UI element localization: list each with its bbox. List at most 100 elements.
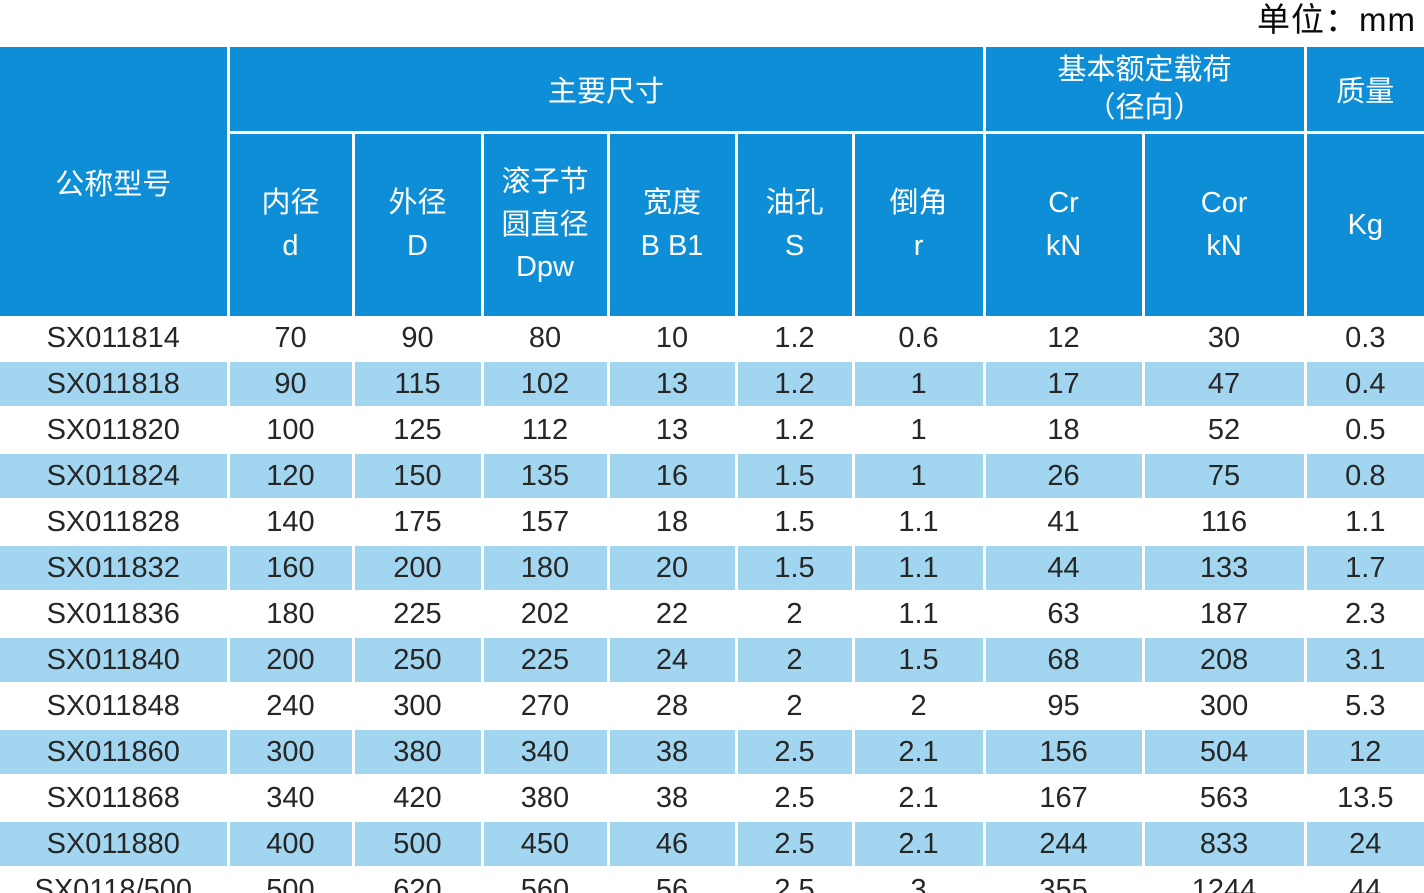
column-header-kg: Kg	[1305, 132, 1424, 316]
table-cell: 504	[1143, 728, 1307, 776]
table-cell: 1.5	[736, 499, 855, 545]
model-cell: SX011824	[0, 452, 230, 500]
table-cell: 125	[353, 407, 484, 453]
column-header-cor: Cor kN	[1143, 132, 1307, 316]
table-cell: 2.5	[736, 867, 855, 893]
model-cell: SX011832	[0, 544, 230, 592]
header-line: Cor	[1200, 187, 1248, 220]
table-cell: 24	[608, 636, 738, 684]
table-row: SX011880 400 500 450 46 2.5 2.1 244 833 …	[0, 820, 1424, 868]
spec-table: 公称型号 主要尺寸 基本额定载荷 （径向） 质量 内径 d 外径 D 滚子	[0, 47, 1424, 893]
model-cell: SX011818	[0, 360, 230, 408]
table-cell: 225	[482, 636, 610, 684]
table-cell: 18	[984, 407, 1145, 453]
model-cell: SX011880	[0, 820, 230, 868]
table-cell: 18	[608, 499, 738, 545]
table-cell: 0.3	[1305, 316, 1424, 361]
table-cell: 1.2	[736, 407, 855, 453]
table-cell: 0.4	[1305, 360, 1424, 408]
table-cell: 90	[353, 316, 484, 361]
column-header-inner-diameter: 内径 d	[228, 132, 355, 316]
table-cell: 167	[984, 775, 1145, 821]
table-row: SX011824 120 150 135 16 1.5 1 26 75 0.8	[0, 452, 1424, 500]
table-cell: 240	[228, 683, 355, 729]
table-cell: 157	[482, 499, 610, 545]
table-cell: 1.1	[853, 544, 986, 592]
load-group-line2: （径向）	[1086, 92, 1203, 124]
table-cell: 2.1	[853, 775, 986, 821]
table-cell: 1.5	[736, 452, 855, 500]
table-cell: 2.5	[736, 775, 855, 821]
table-cell: 300	[228, 728, 355, 776]
table-cell: 26	[984, 452, 1145, 500]
table-cell: 3.1	[1305, 636, 1424, 684]
table-cell: 2.1	[853, 820, 986, 868]
table-cell: 75	[1143, 452, 1307, 500]
table-cell: 202	[482, 591, 610, 637]
table-cell: 12	[984, 316, 1145, 361]
table-cell: 1.7	[1305, 544, 1424, 592]
model-cell: SX011814	[0, 316, 230, 361]
table-cell: 0.5	[1305, 407, 1424, 453]
header-line: r	[913, 230, 924, 262]
table-cell: 563	[1143, 775, 1307, 821]
table-cell: 340	[228, 775, 355, 821]
table-cell: 500	[353, 820, 484, 868]
table-cell: 133	[1143, 544, 1307, 592]
table-cell: 1.2	[736, 316, 855, 361]
table-cell: 116	[1143, 499, 1307, 545]
table-cell: 244	[984, 820, 1145, 868]
table-cell: 0.8	[1305, 452, 1424, 500]
table-cell: 2	[853, 683, 986, 729]
table-cell: 3	[853, 867, 986, 893]
header-line: Cr	[1048, 187, 1079, 220]
table-cell: 1244	[1143, 867, 1307, 893]
table-cell: 135	[482, 452, 610, 500]
table-cell: 1	[853, 407, 986, 453]
table-cell: 52	[1143, 407, 1307, 453]
table-cell: 140	[228, 499, 355, 545]
table-cell: 41	[984, 499, 1145, 545]
header-line: B B1	[640, 230, 704, 262]
header-line: 内径	[261, 187, 320, 220]
table-cell: 17	[984, 360, 1145, 408]
table-cell: 1.5	[853, 636, 986, 684]
table-cell: 2	[736, 591, 855, 637]
column-group-basic-rated-load: 基本额定载荷 （径向）	[984, 47, 1307, 134]
table-cell: 2	[736, 683, 855, 729]
column-header-roller-pitch-diameter: 滚子节 圆直径 Dpw	[482, 132, 610, 316]
table-cell: 1	[853, 452, 986, 500]
table-cell: 560	[482, 867, 610, 893]
column-header-oil-hole: 油孔 S	[736, 132, 855, 316]
model-cell: SX011820	[0, 407, 230, 453]
table-cell: 420	[353, 775, 484, 821]
table-cell: 30	[1143, 316, 1307, 361]
load-group-line1: 基本额定载荷	[1057, 53, 1232, 86]
table-cell: 200	[353, 544, 484, 592]
header-line: kN	[1206, 230, 1242, 262]
table-cell: 1.1	[1305, 499, 1424, 545]
table-cell: 13.5	[1305, 775, 1424, 821]
table-cell: 180	[228, 591, 355, 637]
table-cell: 120	[228, 452, 355, 500]
table-cell: 2.5	[736, 820, 855, 868]
table-cell: 300	[1143, 683, 1307, 729]
table-cell: 1.1	[853, 591, 986, 637]
table-cell: 400	[228, 820, 355, 868]
table-row: SX011820 100 125 112 13 1.2 1 18 52 0.5	[0, 407, 1424, 453]
header-group-row: 公称型号 主要尺寸 基本额定载荷 （径向） 质量	[0, 47, 1424, 316]
model-cell: SX011868	[0, 775, 230, 821]
header-line: 宽度	[642, 187, 701, 220]
table-cell: 47	[1143, 360, 1307, 408]
table-row: SX011814 70 90 80 10 1.2 0.6 12 30 0.3	[0, 316, 1424, 361]
table-row: SX011836 180 225 202 22 2 1.1 63 187 2.3	[0, 591, 1424, 637]
table-cell: 115	[353, 360, 484, 408]
table-cell: 300	[353, 683, 484, 729]
table-cell: 340	[482, 728, 610, 776]
table-cell: 156	[984, 728, 1145, 776]
header-line: 圆直径	[501, 208, 589, 241]
table-cell: 70	[228, 316, 355, 361]
table-row: SX011828 140 175 157 18 1.5 1.1 41 116 1…	[0, 499, 1424, 545]
table-cell: 225	[353, 591, 484, 637]
table-cell: 200	[228, 636, 355, 684]
